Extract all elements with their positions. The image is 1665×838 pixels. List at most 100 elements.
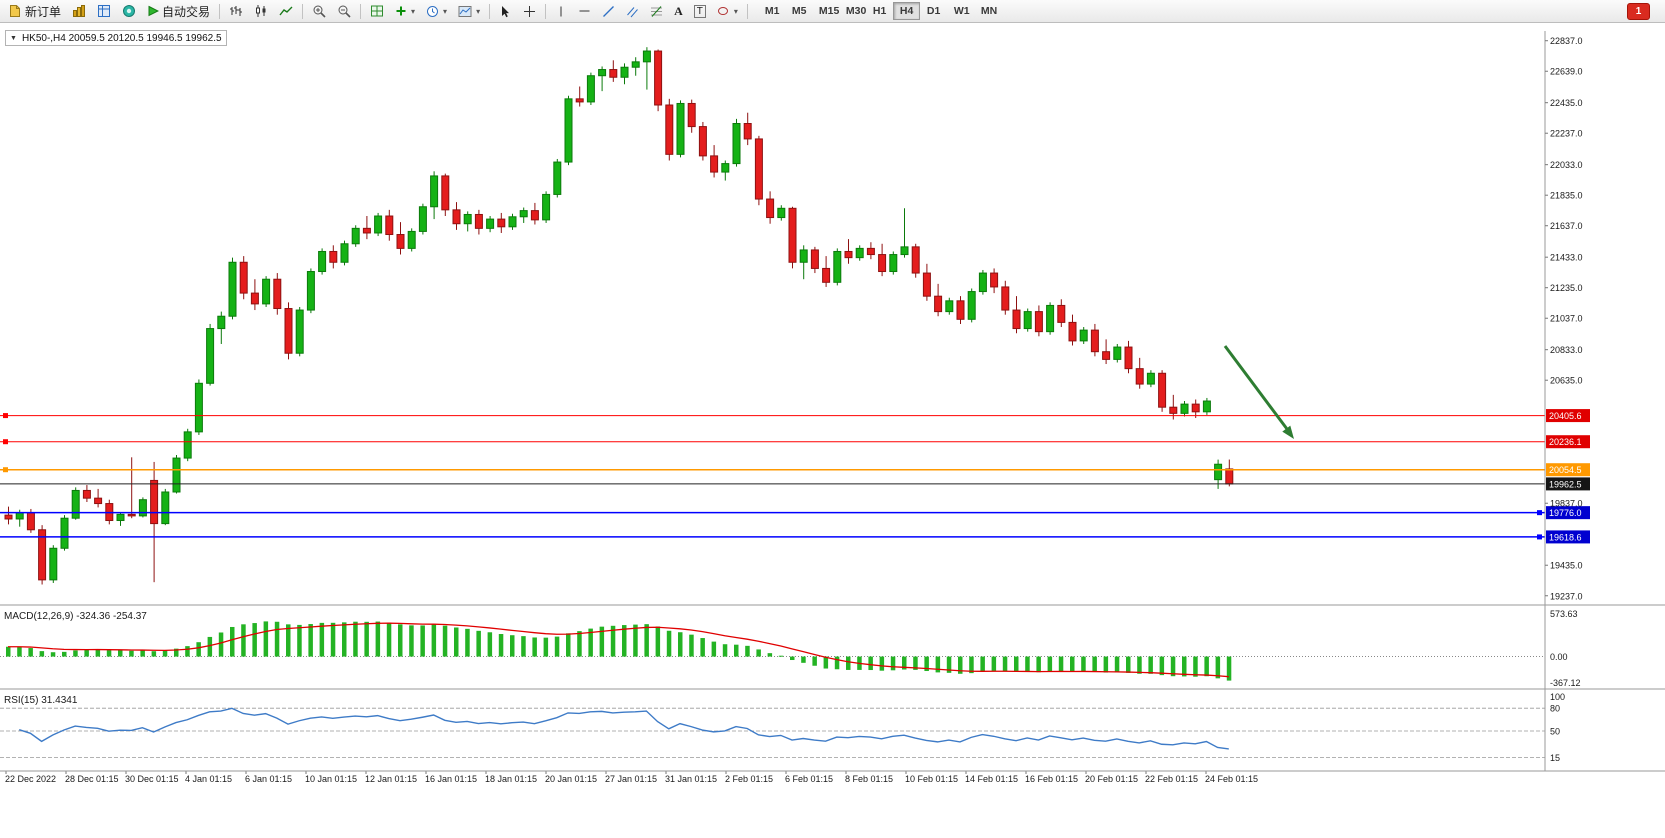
chevron-down-icon: ▾	[411, 6, 416, 16]
svg-text:27 Jan 01:15: 27 Jan 01:15	[605, 774, 657, 784]
chart-ohlc-info[interactable]: ▼ HK50-,H4 20059.5 20120.5 19946.5 19962…	[5, 30, 227, 46]
svg-text:10 Jan 01:15: 10 Jan 01:15	[305, 774, 357, 784]
crosshair-button[interactable]	[518, 1, 541, 21]
indicators-icon	[396, 6, 406, 16]
toolbar-separator	[746, 3, 748, 19]
notification-badge[interactable]: 1	[1627, 2, 1650, 20]
toolbar-separator	[302, 3, 304, 19]
candlestick-chart-button[interactable]	[249, 1, 273, 21]
svg-text:22237.0: 22237.0	[1550, 129, 1583, 139]
chevron-down-icon: ▾	[443, 6, 448, 16]
periods-button[interactable]: ▾	[421, 1, 452, 21]
svg-text:20054.5: 20054.5	[1549, 465, 1582, 475]
svg-text:22435.0: 22435.0	[1550, 98, 1583, 108]
indicators-button[interactable]: ▾	[390, 1, 420, 21]
svg-text:28 Dec 01:15: 28 Dec 01:15	[65, 774, 119, 784]
svg-text:31 Jan 01:15: 31 Jan 01:15	[665, 774, 717, 784]
tile-windows-button[interactable]	[365, 1, 389, 21]
svg-text:10 Feb 01:15: 10 Feb 01:15	[905, 774, 958, 784]
svg-text:6 Feb 01:15: 6 Feb 01:15	[785, 774, 833, 784]
svg-text:21235.0: 21235.0	[1550, 283, 1583, 293]
svg-text:6 Jan 01:15: 6 Jan 01:15	[245, 774, 292, 784]
svg-text:22639.0: 22639.0	[1550, 67, 1583, 77]
shapes-button[interactable]: ▾	[712, 1, 743, 21]
data-window-button[interactable]	[92, 1, 116, 21]
svg-text:16 Jan 01:15: 16 Jan 01:15	[425, 774, 477, 784]
timeframe-m5-button[interactable]: M5	[785, 2, 812, 20]
price-lines[interactable]	[0, 413, 1545, 540]
horizontal-line-icon	[579, 10, 590, 12]
svg-text:14 Feb 01:15: 14 Feb 01:15	[965, 774, 1018, 784]
cursor-arrow-icon	[502, 5, 510, 17]
main-toolbar: 新订单 自动交易 ▾ ▾ ▾	[0, 0, 1665, 23]
equidistant-channel-icon	[627, 6, 638, 17]
autotrading-label: 自动交易	[162, 4, 211, 19]
svg-text:18 Jan 01:15: 18 Jan 01:15	[485, 774, 537, 784]
timeframe-h4-button[interactable]: H4	[892, 2, 920, 20]
vertical-line-button[interactable]	[550, 1, 572, 21]
svg-text:22 Dec 2022: 22 Dec 2022	[5, 774, 56, 784]
toolbar-separator	[219, 3, 221, 19]
expand-arrow-icon[interactable]: ▼	[10, 34, 17, 42]
autotrading-button[interactable]: 自动交易	[142, 1, 215, 21]
timeframe-h1-button[interactable]: H1	[866, 2, 893, 20]
timeframe-m15-button[interactable]: M15	[812, 2, 839, 20]
label-tool-icon: T	[693, 4, 706, 18]
line-chart-button[interactable]	[274, 1, 298, 21]
horizontal-line-button[interactable]	[573, 1, 596, 21]
cursor-button[interactable]	[494, 1, 517, 21]
svg-text:20635.0: 20635.0	[1550, 376, 1583, 386]
svg-text:20405.6: 20405.6	[1549, 411, 1582, 421]
candlestick-chart-icon	[256, 5, 266, 17]
svg-text:19435.0: 19435.0	[1550, 561, 1583, 571]
svg-text:22 Feb 01:15: 22 Feb 01:15	[1145, 774, 1198, 784]
channel-button[interactable]	[621, 1, 644, 21]
tile-windows-icon	[371, 5, 384, 17]
text-tool-button[interactable]: A	[669, 1, 688, 21]
line-chart-icon	[279, 6, 293, 16]
timeframe-group: M1 M5 M15 M30 H1 H4 D1 W1 MN	[758, 2, 1001, 20]
svg-text:24 Feb 01:15: 24 Feb 01:15	[1205, 774, 1258, 784]
macd-indicator: MACD(12,26,9) -324.36 -254.37 573.63 0.00 -…	[0, 609, 1581, 688]
zoom-out-button[interactable]	[332, 1, 356, 21]
svg-text:12 Jan 01:15: 12 Jan 01:15	[365, 774, 417, 784]
chevron-down-icon: ▾	[733, 6, 738, 16]
svg-text:16 Feb 01:15: 16 Feb 01:15	[1025, 774, 1078, 784]
navigator-button[interactable]	[117, 1, 141, 21]
timeframe-m1-button[interactable]: M1	[758, 2, 785, 20]
market-watch-icon	[73, 5, 86, 17]
svg-text:19618.6: 19618.6	[1549, 532, 1582, 542]
timeframe-d1-button[interactable]: D1	[920, 2, 947, 20]
new-order-button[interactable]: 新订单	[3, 1, 66, 21]
toolbar-separator	[360, 3, 362, 19]
navigator-icon	[123, 5, 136, 17]
svg-text:80: 80	[1550, 704, 1560, 714]
timeframe-w1-button[interactable]: W1	[947, 2, 974, 20]
trendline-button[interactable]	[597, 1, 620, 21]
timeframe-m30-button[interactable]: M30	[839, 2, 866, 20]
fibonacci-button[interactable]	[645, 1, 668, 21]
fibonacci-icon	[651, 5, 663, 17]
svg-text:30 Dec 01:15: 30 Dec 01:15	[125, 774, 179, 784]
templates-button[interactable]: ▾	[453, 1, 485, 21]
svg-text:573.63: 573.63	[1550, 609, 1578, 619]
candlestick-series	[4, 47, 1234, 585]
bar-chart-button[interactable]	[224, 1, 248, 21]
svg-text:15: 15	[1550, 753, 1560, 763]
new-order-label: 新订单	[25, 4, 62, 19]
vertical-line-icon	[560, 6, 562, 16]
chart-canvas[interactable]: 20405.6 20236.1 20054.5 19962.5 19776.0 19618…	[0, 23, 1665, 838]
svg-text:100: 100	[1550, 692, 1565, 702]
label-tool-button[interactable]: T	[689, 1, 711, 21]
svg-text:22033.0: 22033.0	[1550, 160, 1583, 170]
zoom-in-button[interactable]	[307, 1, 331, 21]
market-watch-button[interactable]	[67, 1, 91, 21]
trendline-icon	[603, 5, 615, 17]
data-window-icon	[98, 5, 111, 17]
chart-window: 20405.6 20236.1 20054.5 19962.5 19776.0 19618…	[0, 23, 1665, 838]
price-axis: 20405.6 20236.1 20054.5 19962.5 19776.0 19618…	[1544, 31, 1590, 771]
chevron-down-icon: ▾	[476, 6, 481, 16]
trend-arrow-annotation[interactable]	[1223, 345, 1294, 439]
svg-text:20833.0: 20833.0	[1550, 345, 1583, 355]
timeframe-mn-button[interactable]: MN	[974, 2, 1001, 20]
